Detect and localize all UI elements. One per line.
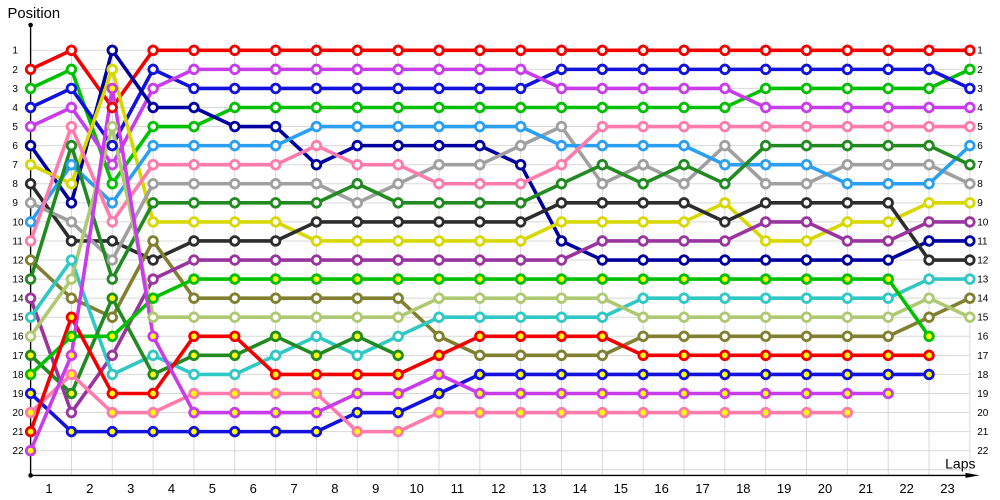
svg-text:7: 7 — [12, 160, 18, 171]
svg-text:19: 19 — [977, 389, 989, 400]
svg-text:2: 2 — [86, 481, 93, 496]
svg-text:17: 17 — [977, 351, 989, 362]
svg-text:4: 4 — [168, 481, 175, 496]
svg-text:13: 13 — [532, 481, 546, 496]
svg-text:21: 21 — [12, 427, 24, 438]
svg-text:9: 9 — [977, 198, 983, 209]
svg-text:16: 16 — [654, 481, 668, 496]
svg-text:15: 15 — [977, 313, 989, 324]
svg-text:14: 14 — [12, 294, 24, 305]
svg-text:3: 3 — [12, 84, 18, 95]
svg-text:15: 15 — [12, 313, 24, 324]
svg-text:15: 15 — [614, 481, 628, 496]
svg-text:Laps: Laps — [945, 456, 975, 472]
svg-text:1: 1 — [45, 481, 52, 496]
svg-text:7: 7 — [977, 160, 983, 171]
svg-text:6: 6 — [12, 141, 18, 152]
svg-text:23: 23 — [940, 481, 954, 496]
svg-text:10: 10 — [977, 217, 989, 228]
svg-text:1: 1 — [12, 46, 18, 57]
svg-text:16: 16 — [12, 332, 24, 343]
svg-text:14: 14 — [977, 294, 989, 305]
svg-text:5: 5 — [209, 481, 216, 496]
svg-text:18: 18 — [12, 370, 24, 381]
svg-text:9: 9 — [372, 481, 379, 496]
svg-text:6: 6 — [250, 481, 257, 496]
svg-text:3: 3 — [127, 481, 134, 496]
svg-text:20: 20 — [977, 408, 989, 419]
svg-text:22: 22 — [899, 481, 913, 496]
svg-text:2: 2 — [12, 65, 18, 76]
svg-text:22: 22 — [977, 446, 989, 457]
svg-text:5: 5 — [977, 122, 983, 133]
svg-text:20: 20 — [12, 408, 24, 419]
svg-text:8: 8 — [331, 481, 338, 496]
svg-text:7: 7 — [290, 481, 297, 496]
svg-text:9: 9 — [12, 198, 18, 209]
svg-text:8: 8 — [977, 179, 983, 190]
svg-text:6: 6 — [977, 141, 983, 152]
svg-text:2: 2 — [977, 65, 983, 76]
svg-text:12: 12 — [491, 481, 505, 496]
svg-text:13: 13 — [977, 275, 989, 286]
svg-text:20: 20 — [818, 481, 832, 496]
svg-text:3: 3 — [977, 84, 983, 95]
svg-text:12: 12 — [977, 255, 989, 266]
svg-text:4: 4 — [12, 103, 18, 114]
svg-text:22: 22 — [12, 446, 24, 457]
svg-text:14: 14 — [573, 481, 587, 496]
svg-text:18: 18 — [977, 370, 989, 381]
svg-text:10: 10 — [409, 481, 423, 496]
svg-text:11: 11 — [451, 481, 465, 496]
svg-text:4: 4 — [977, 103, 983, 114]
svg-text:5: 5 — [12, 122, 18, 133]
svg-text:11: 11 — [12, 236, 23, 247]
svg-text:19: 19 — [12, 389, 24, 400]
svg-text:10: 10 — [12, 217, 24, 228]
svg-text:12: 12 — [12, 255, 24, 266]
svg-text:Position: Position — [8, 6, 61, 22]
svg-text:21: 21 — [859, 481, 873, 496]
svg-text:11: 11 — [977, 236, 988, 247]
svg-text:1: 1 — [977, 46, 983, 57]
svg-text:13: 13 — [12, 275, 24, 286]
svg-text:17: 17 — [695, 481, 709, 496]
svg-text:21: 21 — [977, 427, 989, 438]
svg-text:8: 8 — [12, 179, 18, 190]
svg-text:18: 18 — [736, 481, 750, 496]
svg-text:19: 19 — [777, 481, 791, 496]
svg-text:17: 17 — [12, 351, 24, 362]
svg-text:16: 16 — [977, 332, 989, 343]
